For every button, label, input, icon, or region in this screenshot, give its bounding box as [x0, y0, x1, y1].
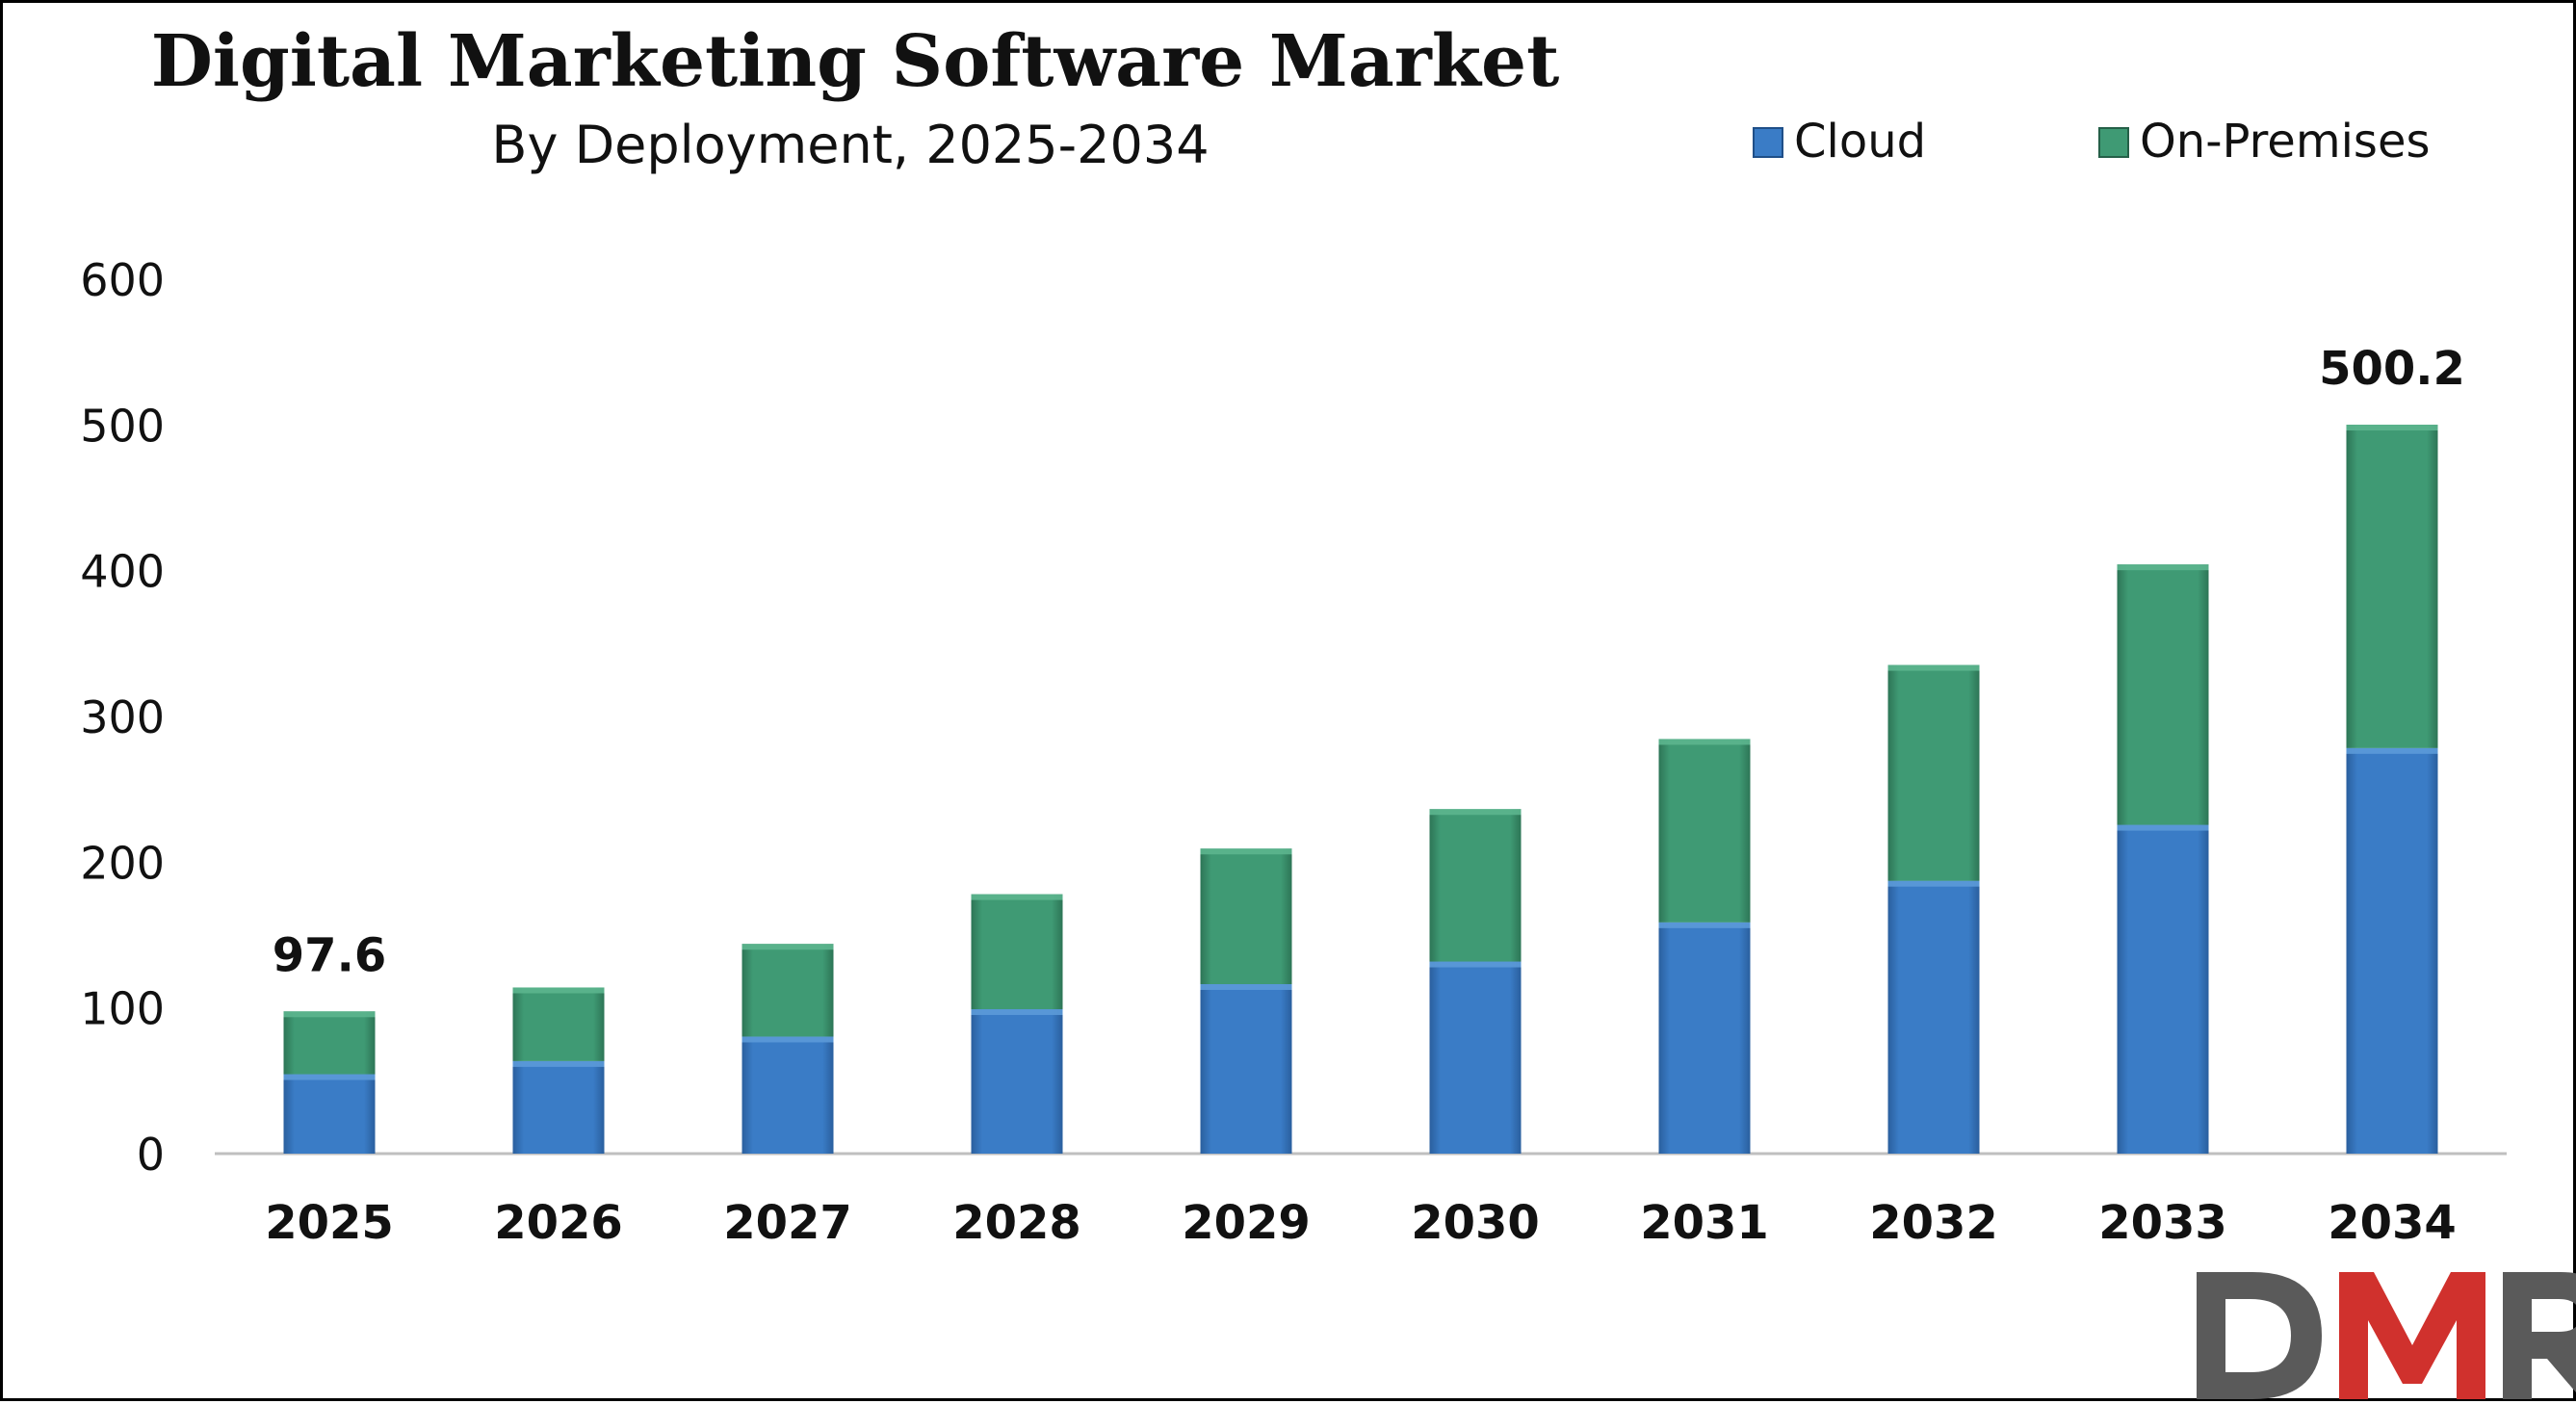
chart-subtitle: By Deployment, 2025-2034 [491, 115, 1209, 175]
x-tick-label: 2033 [2098, 1196, 2227, 1250]
y-tick-label: 500 [80, 400, 165, 452]
bar-on-premises-2031 [1658, 739, 1751, 923]
bar-on-premises-2034 [2346, 425, 2438, 748]
bar-cloud-2031 [1658, 922, 1751, 1154]
y-tick-label: 400 [80, 546, 165, 598]
y-axis: 0 100 200 300 400 500 600 [80, 254, 165, 1181]
bar-highlight [283, 1074, 376, 1080]
bars [283, 425, 2438, 1154]
bar-highlight [1887, 880, 1980, 887]
bar-cloud-2033 [2117, 824, 2209, 1154]
x-tick-label: 2031 [1640, 1196, 1769, 1250]
bar-highlight [2346, 747, 2438, 754]
logo-letter-d [2197, 1272, 2322, 1399]
bar-highlight [512, 1060, 605, 1067]
legend-swatch-on-premises [2098, 127, 2129, 158]
x-tick-label: 2030 [1411, 1196, 1540, 1250]
bar-highlight [742, 944, 834, 950]
x-tick-label: 2025 [265, 1196, 394, 1250]
logo-letter-r [2503, 1272, 2576, 1399]
bar-cloud-2025 [283, 1074, 376, 1154]
bar-highlight [2346, 425, 2438, 431]
x-tick-label: 2026 [494, 1196, 623, 1250]
chart-canvas: Digital Marketing Software Market By Dep… [80, 20, 2576, 1399]
bar-on-premises-2025 [283, 1011, 376, 1075]
bar-cloud-2032 [1887, 880, 1980, 1154]
bar-highlight [742, 1036, 834, 1043]
legend-label-cloud: Cloud [1794, 115, 1926, 169]
bar-cloud-2026 [512, 1060, 605, 1154]
bar-highlight [1429, 809, 1522, 816]
bar-on-premises-2033 [2117, 564, 2209, 825]
legend-label-on-premises: On-Premises [2140, 115, 2430, 169]
bar-cloud-2027 [742, 1036, 834, 1154]
bar-highlight [971, 894, 1063, 900]
bar-highlight [1658, 922, 1751, 928]
x-axis: 2025 2026 2027 2028 2029 2030 2031 2032 2033 2034 [265, 1196, 2457, 1250]
bar-highlight [1887, 664, 1980, 671]
bar-highlight [1429, 961, 1522, 968]
x-tick-label: 2029 [1182, 1196, 1311, 1250]
bar-on-premises-2030 [1429, 809, 1522, 962]
x-tick-label: 2034 [2328, 1196, 2457, 1250]
bar-highlight [283, 1011, 376, 1018]
bar-on-premises-2026 [512, 987, 605, 1061]
logo-letter-m [2339, 1272, 2485, 1399]
bar-highlight [2117, 824, 2209, 831]
y-tick-label: 600 [80, 254, 165, 306]
bar-on-premises-2028 [971, 894, 1063, 1010]
bar-cloud-2029 [1200, 983, 1292, 1154]
legend: Cloud On-Premises [1753, 115, 2430, 169]
bar-cloud-2034 [2346, 747, 2438, 1154]
bar-highlight [1200, 983, 1292, 990]
y-tick-label: 300 [80, 691, 165, 743]
bar-on-premises-2032 [1887, 664, 1980, 881]
chart-title: Digital Marketing Software Market [151, 20, 1560, 103]
data-labels: 97.6 500.2 [273, 342, 2465, 982]
dmr-logo [2197, 1272, 2576, 1399]
bar-on-premises-2029 [1200, 848, 1292, 984]
bar-on-premises-2027 [742, 944, 834, 1037]
data-label-2025: 97.6 [273, 928, 386, 982]
y-tick-label: 100 [80, 983, 165, 1035]
legend-swatch-cloud [1753, 127, 1783, 158]
bar-highlight [971, 1009, 1063, 1016]
bar-cloud-2028 [971, 1009, 1063, 1154]
bar-cloud-2030 [1429, 961, 1522, 1154]
x-tick-label: 2032 [1869, 1196, 1998, 1250]
y-tick-label: 200 [80, 837, 165, 889]
x-tick-label: 2028 [952, 1196, 1081, 1250]
bar-highlight [512, 987, 605, 994]
bar-highlight [1658, 739, 1751, 745]
data-label-2034: 500.2 [2319, 342, 2465, 396]
x-tick-label: 2027 [723, 1196, 852, 1250]
bar-highlight [2117, 564, 2209, 571]
bar-highlight [1200, 848, 1292, 855]
y-tick-label: 0 [137, 1129, 165, 1181]
